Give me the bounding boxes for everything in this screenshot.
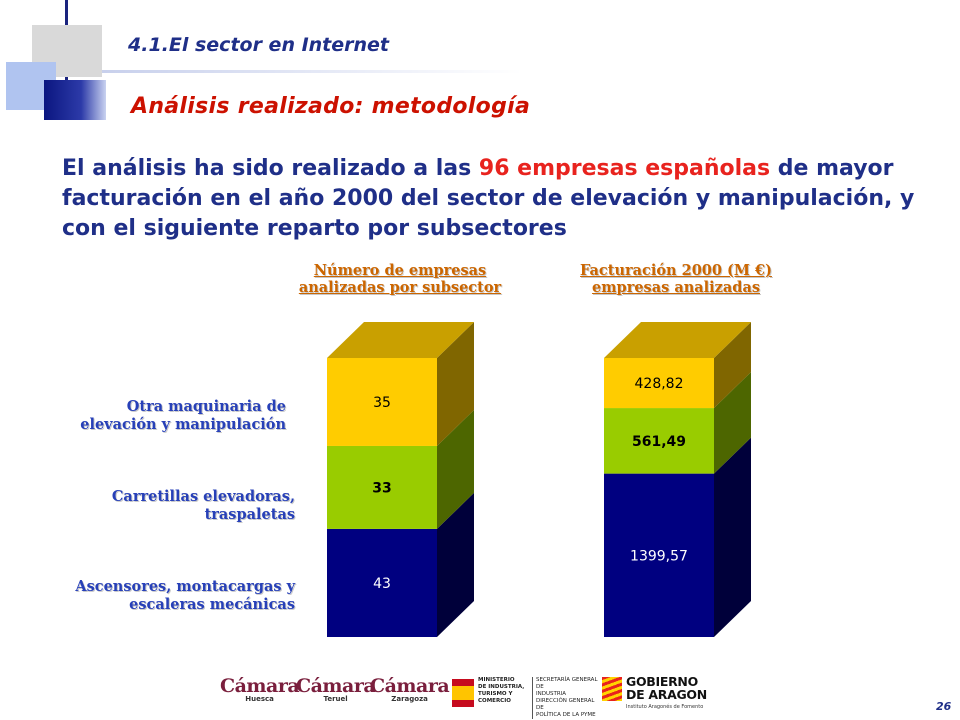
logo-camara-zaragoza-word: Cámara [370, 675, 450, 697]
chart1-title-line2: analizadas por subsector [298, 279, 502, 296]
secretaria-text: SECRETARÍA GENERAL DE INDUSTRIA DIRECCIÓ… [532, 677, 598, 719]
category-label-top: Otra maquinaria de elevación y manipulac… [80, 398, 286, 434]
logo-ministerio: MINISTERIO DE INDUSTRIA, TURISMO Y COMER… [452, 677, 598, 719]
chart1-segment-2-side [437, 409, 474, 529]
category-label-top-line1: Otra maquinaria de [126, 398, 286, 415]
logo-camara-huesca-word: Cámara [220, 675, 300, 697]
chart2-segment-1-front [604, 473, 714, 637]
category-label-middle-line1: Carretillas elevadoras, [111, 488, 295, 505]
logo-camara-huesca-city: Huesca [245, 695, 274, 703]
intro-highlight: 96 empresas españolas [478, 156, 771, 181]
category-label-bottom: Ascensores, montacargas y escaleras mecá… [75, 578, 295, 614]
chart2-segment-2-side [714, 372, 751, 474]
ministerio-line-2: DE INDUSTRIA, [478, 684, 525, 690]
category-label-bottom-line2: escaleras mecánicas [129, 596, 295, 613]
intro-text-2: de mayor facturación en el año 2000 del … [62, 156, 915, 241]
chart2-title-line2: empresas analizadas [591, 279, 761, 296]
logo-camara-teruel-word: Cámara [296, 675, 376, 697]
chart1-segment-1-front [327, 528, 437, 637]
category-label-middle: Carretillas elevadoras, traspaletas [112, 488, 295, 524]
chart1-value-label-3: 35 [373, 395, 391, 411]
chart2-segment-1-side [714, 437, 751, 637]
secretaria-line-2: INDUSTRIA [536, 691, 567, 697]
logo-camara-huesca: Cámara Huesca [220, 675, 300, 703]
chart1-title-line1: Número de empresas [313, 262, 487, 279]
secretaria-line-4: POLÍTICA DE LA PYME [536, 712, 596, 718]
category-label-top-line2: elevación y manipulación [80, 416, 286, 433]
section-title: 4.1.El sector en Internet [128, 34, 390, 56]
intro-paragraph: El análisis ha sido realizado a las 96 e… [62, 154, 922, 244]
chart2-segment-3-side [714, 322, 751, 409]
chart1-title: Número de empresas analizadas por subsec… [270, 262, 530, 296]
ministerio-emblem-icon [452, 679, 474, 707]
header-decoration [0, 0, 522, 125]
chart1-value-label-2: 33 [372, 480, 391, 496]
chart2-title-line1: Facturación 2000 (M €) [580, 262, 772, 279]
gobierno-aragon-text: GOBIERNO DE ARAGON [626, 675, 707, 701]
instituto-text: Instituto Aragonés de Fomento [626, 704, 704, 710]
chart2-segment-3-front [604, 358, 714, 409]
chart1-segment-2-front [327, 445, 437, 529]
aragon-flag-icon [602, 677, 622, 701]
page-number: 26 [936, 700, 952, 713]
chart2-segment-2-front [604, 408, 714, 474]
chart2-value-label-2: 561,49 [632, 434, 686, 450]
chart1-value-label-1: 43 [373, 576, 391, 592]
secretaria-line-1: SECRETARÍA GENERAL DE [536, 677, 598, 690]
logo-gobierno-aragon: GOBIERNO DE ARAGON Instituto Aragonés de… [602, 675, 722, 715]
intro-text-1: El análisis ha sido realizado a las [62, 156, 479, 181]
chart2-top-face [604, 322, 751, 358]
logo-camara-zaragoza-city: Zaragoza [391, 695, 428, 703]
chart2-value-label-1: 1399,57 [630, 548, 688, 564]
secretaria-line-3: DIRECCIÓN GENERAL DE [536, 698, 595, 711]
chart2-title: Facturación 2000 (M €) empresas analizad… [546, 262, 806, 296]
logo-camara-zaragoza: Cámara Zaragoza [370, 675, 450, 703]
category-label-bottom-line1: Ascensores, montacargas y [75, 578, 295, 595]
chart1-segment-3-side [437, 322, 474, 446]
gobierno-line-2: DE ARAGON [626, 687, 707, 702]
logo-camara-teruel-city: Teruel [323, 695, 348, 703]
footer-logos: Cámara Huesca Cámara Teruel Cámara Zaragoza… [220, 675, 722, 719]
chart1-segment-3-front [327, 358, 437, 446]
chart2-value-label-3: 428,82 [635, 376, 684, 392]
ministerio-text: MINISTERIO DE INDUSTRIA, TURISMO Y COMER… [478, 677, 524, 705]
ministerio-line-3: TURISMO Y [478, 691, 513, 697]
page-subtitle: Análisis realizado: metodología [131, 94, 531, 119]
chart1-segment-1-side [437, 492, 474, 637]
category-label-middle-line2: traspaletas [204, 506, 295, 523]
logo-camara-teruel: Cámara Teruel [296, 675, 376, 703]
ministerio-line-1: MINISTERIO [478, 677, 515, 683]
ministerio-line-4: COMERCIO [478, 698, 511, 704]
chart1-top-face [327, 322, 474, 358]
gobierno-line-1: GOBIERNO [626, 674, 698, 689]
deco-navy-square [44, 80, 106, 120]
deco-line-gradient [102, 70, 522, 73]
